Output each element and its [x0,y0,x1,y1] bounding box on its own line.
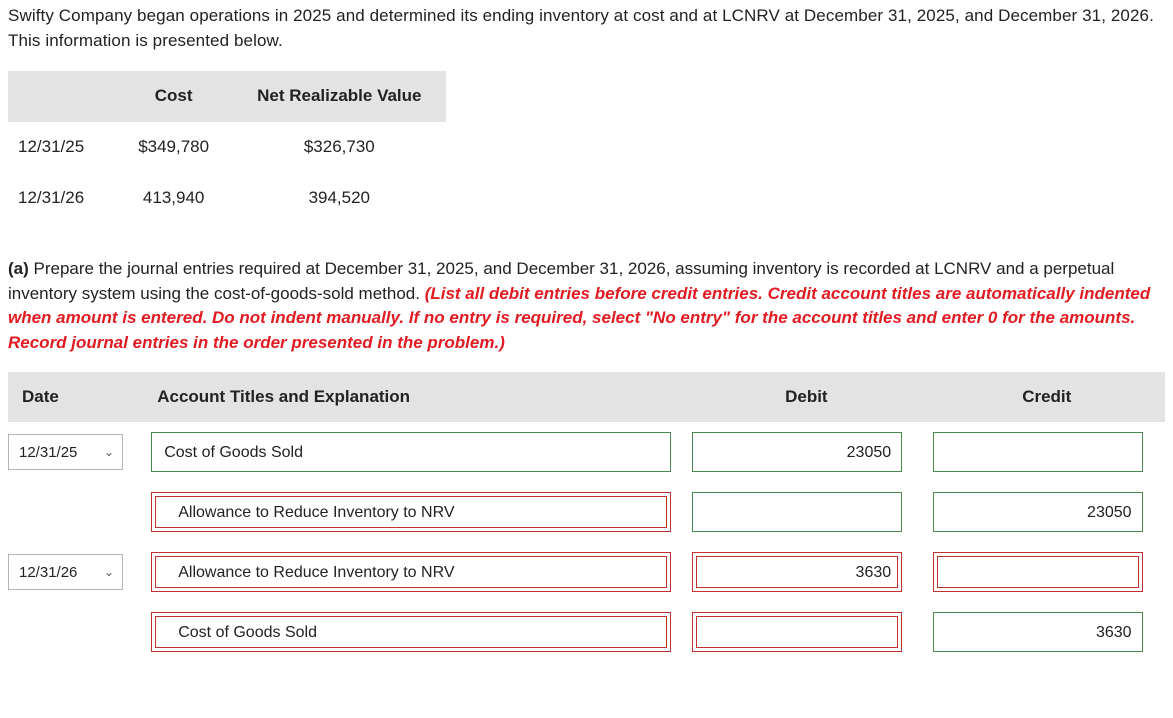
problem-intro: Swifty Company began operations in 2025 … [8,4,1165,53]
date-select[interactable]: 12/31/26 ⌄ [8,554,123,590]
nrv-header-cost: Cost [114,71,233,122]
account-title-input[interactable]: Cost of Goods Sold [151,612,671,652]
nrv-value: 394,520 [233,173,445,224]
nrv-table: Cost Net Realizable Value 12/31/25 $349,… [8,71,446,223]
part-a-label: (a) [8,259,29,278]
table-row: 12/31/26 413,940 394,520 [8,173,446,224]
date-select-value: 12/31/26 [19,562,77,584]
account-title-input[interactable]: Allowance to Reduce Inventory to NRV [151,552,671,592]
chevron-down-icon: ⌄ [104,564,114,581]
debit-input[interactable] [692,612,902,652]
nrv-cost: 413,940 [114,173,233,224]
journal-entry-table: Date Account Titles and Explanation Debi… [8,372,1165,663]
je-header-date: Date [8,372,143,423]
table-row: Cost of Goods Sold 3630 [8,602,1165,662]
date-select-value: 12/31/25 [19,442,77,464]
debit-input[interactable]: 3630 [692,552,902,592]
table-row: 12/31/26 ⌄ Allowance to Reduce Inventory t… [8,542,1165,602]
je-header-debit: Debit [684,372,924,423]
credit-input[interactable] [933,552,1143,592]
nrv-date: 12/31/25 [8,122,114,173]
nrv-cost: $349,780 [114,122,233,173]
credit-input[interactable]: 23050 [933,492,1143,532]
je-header-credit: Credit [925,372,1165,423]
debit-input[interactable]: 23050 [692,432,902,472]
table-row: 12/31/25 $349,780 $326,730 [8,122,446,173]
credit-input[interactable]: 3630 [933,612,1143,652]
nrv-header-blank [8,71,114,122]
credit-input[interactable] [933,432,1143,472]
debit-input[interactable] [692,492,902,532]
part-a-text: (a) Prepare the journal entries required… [8,257,1165,356]
nrv-header-nrv: Net Realizable Value [233,71,445,122]
je-header-acct: Account Titles and Explanation [143,372,684,423]
table-row: Allowance to Reduce Inventory to NRV 2305… [8,482,1165,542]
nrv-value: $326,730 [233,122,445,173]
chevron-down-icon: ⌄ [104,444,114,461]
account-title-input[interactable]: Cost of Goods Sold [151,432,671,472]
account-title-input[interactable]: Allowance to Reduce Inventory to NRV [151,492,671,532]
date-select[interactable]: 12/31/25 ⌄ [8,434,123,470]
nrv-date: 12/31/26 [8,173,114,224]
table-row: 12/31/25 ⌄ Cost of Goods Sold 23050 [8,422,1165,482]
